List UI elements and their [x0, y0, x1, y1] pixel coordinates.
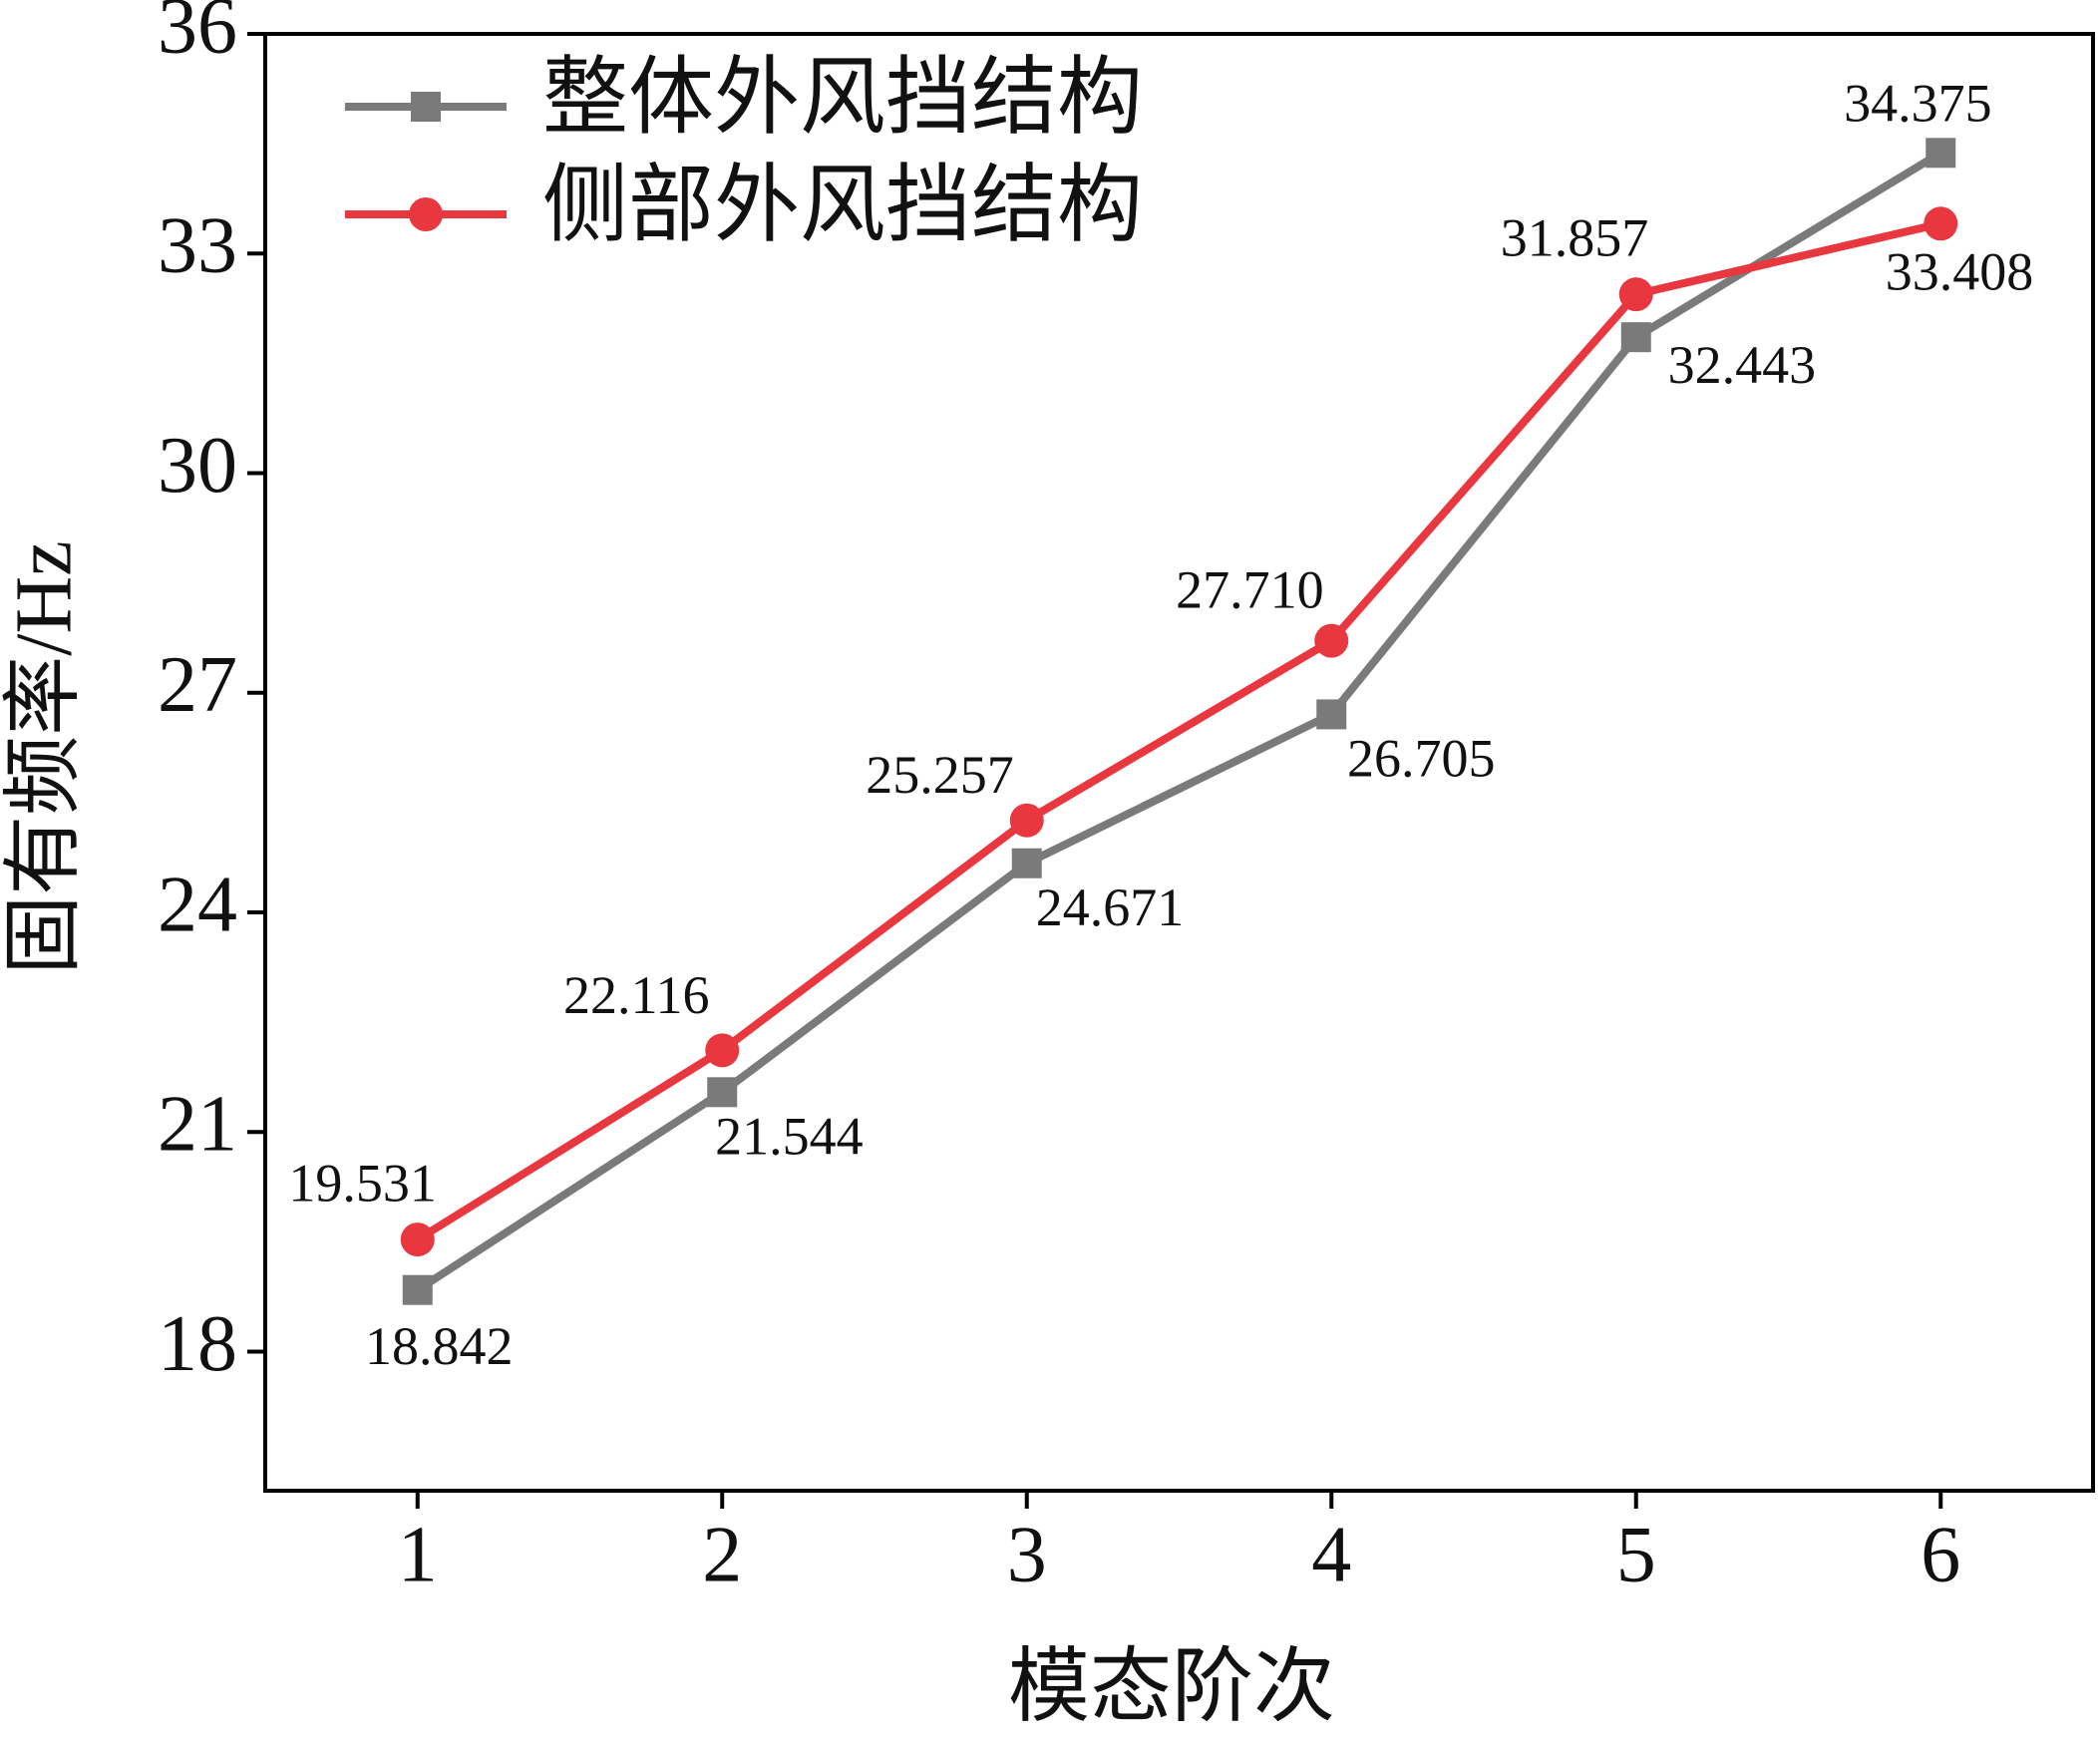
legend-marker: [409, 197, 443, 231]
marker: [1620, 322, 1651, 353]
data-label: 31.857: [1501, 208, 1649, 268]
marker: [1314, 623, 1349, 658]
plot-frame: [263, 32, 2095, 1493]
x-tick-label: 3: [1007, 1511, 1047, 1598]
y-tick-label: 21: [158, 1081, 237, 1169]
y-tick-label: 36: [158, 0, 237, 70]
legend-label: 整体外风挡结构: [542, 50, 1143, 146]
y-tick-label: 30: [158, 422, 237, 510]
data-label: 25.257: [866, 745, 1014, 805]
marker: [1925, 138, 1956, 169]
marker: [705, 1033, 740, 1068]
marker: [400, 1222, 435, 1257]
marker: [1618, 277, 1653, 312]
data-label: 34.375: [1844, 73, 1992, 133]
y-axis-title: 固有频率/Hz: [0, 540, 88, 975]
x-axis-title: 模态阶次: [1008, 1641, 1335, 1732]
data-label: 22.116: [563, 965, 710, 1025]
x-tick-label: 1: [398, 1511, 438, 1598]
legend-label: 侧部外风挡结构: [542, 158, 1143, 253]
data-label: 27.710: [1176, 559, 1324, 619]
y-tick-label: 27: [158, 641, 237, 729]
series-line: [415, 149, 1943, 1294]
data-label: 19.531: [288, 1153, 437, 1213]
data-label: 26.705: [1347, 728, 1496, 788]
y-tick-label: 18: [158, 1300, 237, 1388]
marker: [402, 1274, 433, 1305]
series-line: [415, 219, 1942, 1243]
x-tick-label: 2: [702, 1511, 742, 1598]
data-label: 18.842: [365, 1316, 514, 1376]
y-tick-label: 33: [158, 202, 237, 290]
marker: [1316, 699, 1347, 730]
data-label: 33.408: [1886, 241, 2034, 301]
marker: [1011, 848, 1042, 878]
x-tick-label: 5: [1616, 1511, 1656, 1598]
marker: [1009, 803, 1044, 838]
marker: [1924, 206, 1958, 241]
legend-marker: [411, 92, 441, 122]
x-tick-label: 6: [1921, 1511, 1960, 1598]
y-tick-label: 24: [158, 861, 237, 948]
data-label: 21.544: [715, 1106, 864, 1166]
data-label: 32.443: [1668, 335, 1817, 395]
marker: [707, 1077, 738, 1108]
x-tick-label: 4: [1311, 1511, 1351, 1598]
data-label: 24.671: [1036, 877, 1185, 937]
